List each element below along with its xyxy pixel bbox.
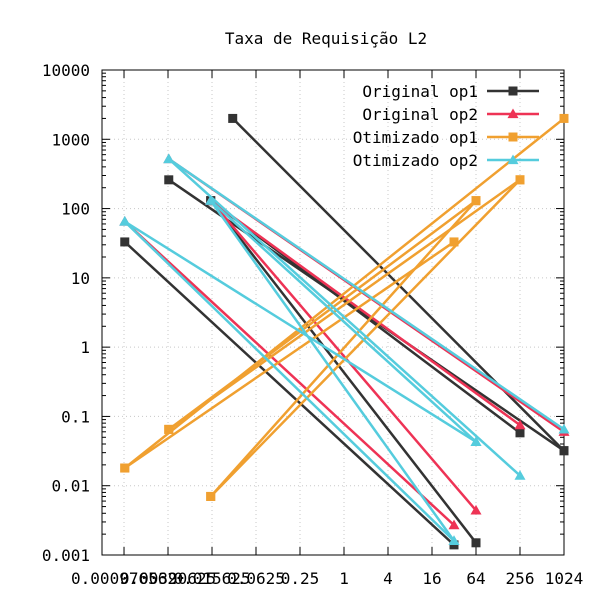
series-0-segment-1: [167, 178, 566, 452]
series-0-point-4-1: [471, 538, 481, 548]
series-0-point-3-1: [515, 428, 525, 438]
series-0-segment-0: [123, 240, 456, 547]
series-3-point-5-1: [448, 535, 460, 545]
series-3-point-4-1: [470, 436, 482, 446]
series-1-point-2-1: [470, 504, 482, 515]
legend-label-2: Otimizado op1: [353, 128, 478, 147]
y-tick-label-3: 1: [80, 338, 90, 357]
series-0-segment-4: [209, 199, 478, 545]
series-layer: [119, 113, 570, 550]
legend-label-3: Otimizado op2: [353, 151, 478, 170]
chart-title: Taxa de Requisição L2: [225, 29, 427, 48]
x-tick-label-5: 1: [339, 569, 349, 588]
series-0-point-2-1: [559, 446, 569, 456]
series-3-point-5-0: [205, 195, 217, 205]
series-3: [119, 153, 570, 545]
series-3-segment-4: [209, 199, 478, 444]
series-2-segment-0: [123, 240, 456, 470]
legend-label-0: Original op1: [362, 82, 478, 101]
x-tick-label-10: 1024: [545, 569, 584, 588]
x-tick-label-9: 256: [506, 569, 535, 588]
series-0-point-1-0: [164, 175, 174, 185]
series-3-point-1-0: [119, 216, 131, 226]
series-0-point-2-0: [228, 113, 238, 123]
series-2-segment-5: [209, 178, 522, 498]
series-2-point-1-0: [120, 463, 130, 473]
x-tick-label-8: 64: [466, 569, 485, 588]
series-2-point-4-1: [471, 196, 481, 206]
y-tick-label-7: 10000: [42, 61, 90, 80]
legend: Original op1 Original op2 Otimizado op1 Oti…: [353, 82, 539, 170]
legend-label-1: Original op2: [362, 105, 478, 124]
x-tick-label-0: 0.000976562: [71, 569, 177, 588]
legend-marker-0: [508, 86, 518, 96]
legend-marker-3: [507, 154, 519, 165]
series-2-segment-3: [167, 178, 522, 431]
series-1-point-3-1: [514, 419, 526, 430]
series-0: [120, 113, 569, 550]
series-2: [120, 113, 569, 501]
series-3-segment-0: [123, 220, 456, 543]
y-tick-label-0: 0.001: [42, 546, 90, 565]
series-3-segment-1: [123, 220, 478, 444]
x-tick-label-3: 0.0625: [227, 569, 285, 588]
legend-marker-2: [508, 132, 518, 142]
x-tick-label-4: 0.25: [281, 569, 320, 588]
y-tick-label-1: 0.01: [51, 477, 90, 496]
series-3-point-2-1: [558, 423, 570, 434]
series-2-segment-2: [167, 199, 478, 431]
series-2-point-0-1: [449, 237, 459, 247]
series-1-segment-2: [209, 199, 478, 512]
series-0-point-0-0: [120, 237, 130, 247]
x-tick-label-6: 4: [383, 569, 393, 588]
series-1-point-0-1: [448, 519, 460, 530]
series-2-point-5-1: [515, 175, 525, 185]
legend-marker-1: [507, 108, 519, 119]
series-2-point-3-0: [164, 424, 174, 434]
series-0-segment-2: [231, 117, 566, 452]
plot-frame: [101, 69, 565, 556]
y-tick-label-4: 10: [71, 269, 90, 288]
series-3-segment-5: [209, 199, 456, 543]
series-3-point-3-1: [514, 470, 526, 480]
series-2-segment-4: [209, 199, 478, 498]
x-tick-label-1: 0.00390625: [120, 569, 216, 588]
series-3-segment-3: [167, 157, 522, 477]
x-tick-label-2: 0.015625: [173, 569, 250, 588]
series-2-point-1-1: [559, 113, 569, 123]
series-1-segment-3: [209, 199, 522, 427]
series-1-segment-0: [123, 220, 456, 527]
series-3-segment-2: [167, 157, 566, 431]
y-tick-label-5: 100: [61, 200, 90, 219]
axis-layer: 0.0010.010.11101001000100000.0009765620.…: [42, 61, 583, 588]
y-tick-label-6: 1000: [51, 130, 90, 149]
series-3-point-3-0: [163, 153, 175, 164]
y-tick-label-2: 0.1: [61, 407, 90, 426]
series-2-point-5-0: [206, 491, 216, 501]
x-tick-label-7: 16: [422, 569, 441, 588]
